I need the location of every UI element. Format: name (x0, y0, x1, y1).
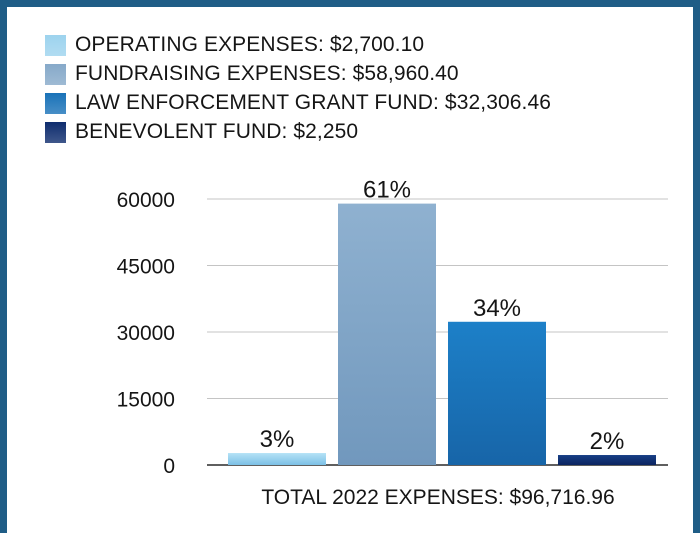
y-tick-label-45000: 45000 (117, 256, 175, 279)
legend-item-operating-expenses: OPERATING EXPENSES: $2,700.10 (45, 31, 551, 59)
bar-label-benevolent-fund: 2% (590, 428, 625, 455)
bar-benevolent-fund (558, 455, 656, 465)
x-axis-total-label: TOTAL 2022 EXPENSES: $96,716.96 (261, 486, 614, 509)
bar-operating-expenses (228, 453, 326, 465)
legend-label-operating-expenses: OPERATING EXPENSES: $2,700.10 (75, 33, 425, 56)
y-tick-label-15000: 15000 (117, 389, 175, 412)
legend-label-law-enforcement-grant-fund: LAW ENFORCEMENT GRANT FUND: $32,306.46 (75, 91, 552, 114)
y-tick-label-60000: 60000 (117, 189, 175, 212)
legend-item-fundraising-expenses: FUNDRAISING EXPENSES: $58,960.40 (45, 60, 551, 88)
bar-label-fundraising-expenses: 61% (363, 177, 411, 204)
legend-label-benevolent-fund: BENEVOLENT FUND: $2,250 (75, 120, 359, 143)
y-tick-label-0: 0 (163, 455, 175, 478)
bar-law-enforcement-grant-fund (448, 321, 546, 465)
bar-label-operating-expenses: 3% (260, 426, 295, 453)
bar-label-law-enforcement-grant-fund: 34% (473, 295, 521, 322)
legend-item-benevolent-fund: BENEVOLENT FUND: $2,250 (45, 118, 551, 146)
legend: OPERATING EXPENSES: $2,700.10 FUNDRAISIN… (45, 31, 551, 147)
legend-label-fundraising-expenses: FUNDRAISING EXPENSES: $58,960.40 (75, 62, 459, 85)
legend-swatch-law-enforcement-grant-fund (45, 92, 66, 114)
y-tick-label-30000: 30000 (117, 322, 175, 345)
bar-fundraising-expenses (338, 203, 436, 465)
legend-swatch-benevolent-fund (45, 121, 66, 143)
legend-swatch-operating-expenses (45, 34, 66, 56)
legend-item-law-enforcement-grant-fund: LAW ENFORCEMENT GRANT FUND: $32,306.46 (45, 89, 551, 117)
legend-swatch-fundraising-expenses (45, 63, 66, 85)
